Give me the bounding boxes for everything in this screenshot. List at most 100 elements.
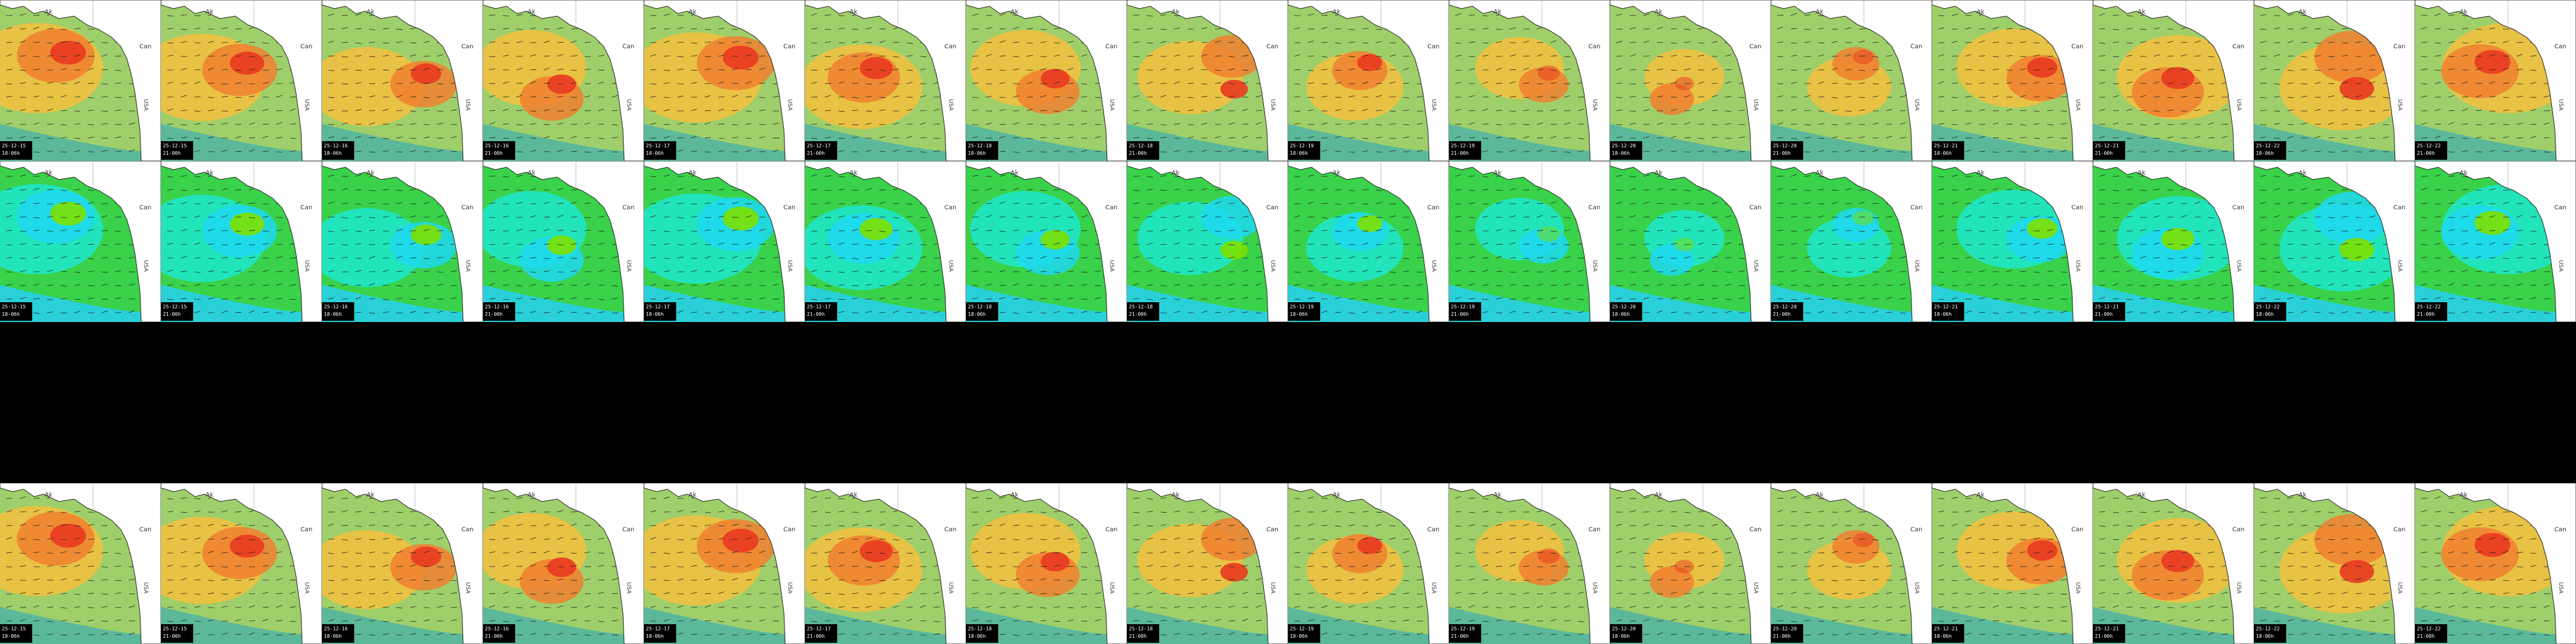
map-panel[interactable]: Ak Can USA 25-12-15 21-00h (161, 0, 322, 161)
wind-arrow (2328, 122, 2334, 125)
wind-arrow (731, 619, 738, 622)
wind-arrow (879, 565, 886, 567)
wind-arrow (221, 256, 228, 259)
map-panel[interactable]: Ak Can USA 25-12-17 18-06h (644, 161, 805, 322)
wind-arrow (892, 230, 899, 232)
map-panel[interactable]: Ak Can USA 25-12-20 21-00h (1771, 0, 1932, 161)
map-panel[interactable]: Ak Can USA 25-12-17 21-00h (805, 483, 966, 644)
wind-arrow (1817, 311, 1824, 313)
wind-arrow (235, 69, 242, 71)
map-panel[interactable]: Ak Can USA 25-12-22 21-00h (2415, 0, 2576, 161)
wind-arrow (1509, 188, 1516, 191)
map-panel[interactable]: Ak Can USA 25-12-19 21-00h (1449, 161, 1610, 322)
wind-arrow (745, 633, 752, 635)
wind-arrow (1831, 124, 1838, 126)
wave-field-map (805, 483, 966, 644)
wind-arrow (1564, 56, 1570, 58)
map-panel[interactable]: Ak Can USA 25-12-17 21-00h (805, 161, 966, 322)
map-panel[interactable]: Ak Can USA 25-12-21 18-06h (1932, 161, 2093, 322)
map-panel[interactable]: Ak Can USA 25-12-18 21-00h (1127, 483, 1288, 644)
wind-arrow (704, 110, 711, 111)
wind-arrow (879, 523, 886, 526)
wave-field-map (2093, 161, 2254, 322)
map-panel[interactable]: Ak Can USA 25-12-15 21-00h (161, 161, 322, 322)
wind-arrow (811, 537, 817, 540)
wind-arrow (1804, 95, 1811, 98)
map-panel[interactable]: Ak Can USA 25-12-20 21-00h (1771, 161, 1932, 322)
map-panel[interactable]: Ak Can USA 25-12-17 18-06h (644, 483, 805, 644)
wind-arrow (289, 311, 296, 313)
wind-arrow (502, 137, 509, 139)
wind-arrow (1455, 136, 1461, 139)
map-panel[interactable]: Ak Can USA 25-12-19 18-06h (1288, 0, 1449, 161)
map-panel[interactable]: Ak Can USA 25-12-22 18-06h (2254, 0, 2415, 161)
wind-arrow (543, 619, 550, 622)
wind-arrow (262, 82, 269, 84)
map-panel[interactable]: Ak Can USA 25-12-18 21-00h (1127, 161, 1288, 322)
map-panel[interactable]: Ak Can USA 25-12-16 18-06h (322, 0, 483, 161)
map-panel[interactable]: Ak Can USA 25-12-21 21-00h (2093, 0, 2254, 161)
wind-arrow (570, 150, 577, 152)
wind-arrow (2530, 150, 2536, 152)
wind-arrow (2208, 56, 2214, 58)
map-panel[interactable]: Ak Can USA 25-12-20 18-06h (1610, 161, 1771, 322)
map-panel[interactable]: Ak Can USA 25-12-18 18-06h (966, 483, 1127, 644)
wind-arrow (1053, 298, 1060, 300)
wind-arrow (60, 620, 67, 622)
wind-arrow (879, 580, 886, 581)
map-panel[interactable]: Ak Can USA 25-12-15 18-06h (0, 0, 161, 161)
wind-arrow (1684, 283, 1690, 286)
wind-arrow (74, 537, 80, 540)
wind-arrow (543, 297, 550, 300)
wind-arrow (1026, 269, 1033, 272)
wind-arrow (1951, 228, 1958, 232)
map-panel[interactable]: Ak Can USA 25-12-17 18-06h (644, 0, 805, 161)
wind-arrow (1938, 215, 1944, 218)
map-panel[interactable]: Ak Can USA 25-12-16 21-00h (483, 483, 644, 644)
map-panel[interactable]: Ak Can USA 25-12-22 21-00h (2415, 161, 2576, 322)
wind-arrow (1684, 95, 1690, 98)
timestamp-box: 25-12-18 21-00h (1127, 141, 1159, 160)
wind-arrow (1455, 82, 1461, 84)
map-panel[interactable]: Ak Can USA 25-12-21 21-00h (2093, 161, 2254, 322)
wind-arrow (1482, 188, 1489, 191)
map-panel[interactable]: Ak Can USA 25-12-16 18-06h (322, 483, 483, 644)
map-panel[interactable]: Ak Can USA 25-12-15 18-06h (0, 483, 161, 644)
map-panel[interactable]: Ak Can USA 25-12-16 21-00h (483, 0, 644, 161)
wind-arrow (1938, 27, 1944, 30)
wind-arrow (879, 40, 886, 43)
wind-arrow (690, 552, 698, 554)
wind-arrow (2355, 137, 2362, 139)
wind-arrow (611, 95, 618, 98)
map-panel[interactable]: Ak Can USA 25-12-15 18-06h (0, 161, 161, 322)
map-panel[interactable]: Ak Can USA 25-12-17 21-00h (805, 0, 966, 161)
wind-arrow (1777, 56, 1783, 58)
map-panel[interactable]: Ak Can USA 25-12-18 18-06h (966, 161, 1127, 322)
wind-arrow (2516, 41, 2523, 43)
map-panel[interactable]: Ak Can USA 25-12-19 18-06h (1288, 161, 1449, 322)
map-panel[interactable]: Ak Can USA 25-12-16 21-00h (483, 161, 644, 322)
map-panel[interactable]: Ak Can USA 25-12-22 18-06h (2254, 161, 2415, 322)
wind-arrow (2314, 189, 2321, 191)
map-panel[interactable]: Ak Can USA 25-12-18 18-06h (966, 0, 1127, 161)
map-panel[interactable]: Ak Can USA 25-12-15 21-00h (161, 483, 322, 644)
wave-band-mid (322, 208, 424, 287)
wind-arrow (6, 552, 12, 554)
wind-arrow (1173, 537, 1180, 540)
wind-arrow (1201, 188, 1208, 191)
map-panel[interactable]: Ak Can USA 25-12-18 21-00h (1127, 0, 1288, 161)
map-panel[interactable]: Ak Can USA 25-12-20 18-06h (1610, 0, 1771, 161)
wind-arrow (276, 605, 282, 608)
wind-arrow (2287, 14, 2294, 16)
wind-arrow (437, 632, 443, 635)
wind-arrow (437, 284, 443, 286)
map-panel[interactable]: Ak Can USA 25-12-21 18-06h (1932, 0, 2093, 161)
timestamp-box: 25-12-20 21-00h (1771, 141, 1803, 160)
wind-arrow (704, 122, 711, 125)
wind-arrow (543, 580, 550, 581)
wind-arrow (489, 605, 495, 608)
wind-arrow (2006, 243, 2012, 245)
map-panel[interactable]: Ak Can USA 25-12-16 18-06h (322, 161, 483, 322)
map-panel[interactable]: Ak Can USA 25-12-19 21-00h (1449, 0, 1610, 161)
wind-arrow (1616, 110, 1622, 111)
